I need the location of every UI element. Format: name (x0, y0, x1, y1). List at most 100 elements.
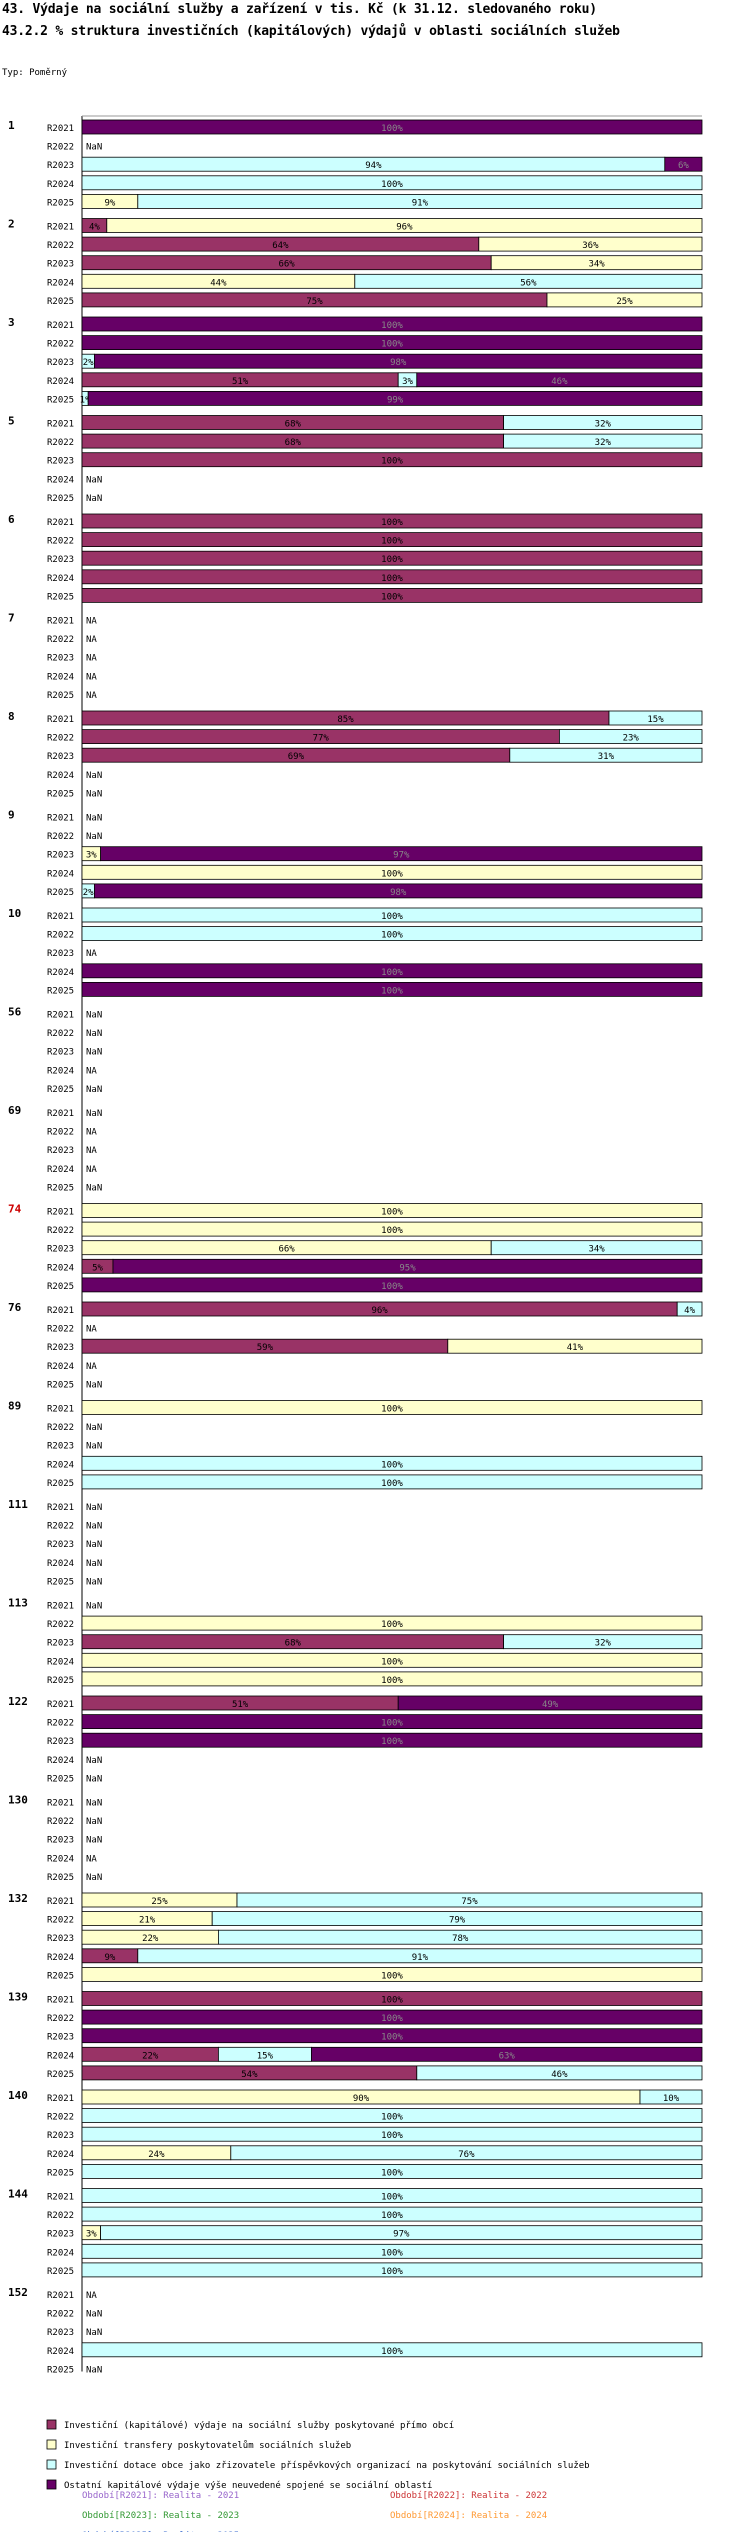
missing-value-label: NaN (86, 814, 102, 824)
period-label: R2022 (47, 1128, 74, 1138)
period-label: R2024 (47, 574, 74, 584)
bar-segment (81, 588, 703, 603)
period-label: R2022 (47, 1522, 74, 1532)
bar-segment (81, 532, 703, 547)
period-label: R2025 (47, 1479, 74, 1489)
period-label: R2023 (47, 1048, 74, 1058)
bar-segment (81, 864, 703, 880)
data-label: 100% (381, 2347, 403, 2357)
data-label: 96% (371, 1306, 388, 1316)
bar-segment (503, 415, 703, 430)
period-label: R2024 (47, 869, 74, 879)
bar-segment (81, 1221, 703, 1237)
data-label: 100% (381, 1405, 403, 1415)
bar-segment (81, 2028, 703, 2044)
period-legend-item: Období[R2023]: Realita - 2023 (82, 2511, 239, 2521)
period-label: R2024 (47, 1362, 74, 1372)
missing-value-label: NaN (86, 1836, 102, 1846)
period-label: R2023 (47, 654, 74, 664)
bar-segment (503, 433, 703, 449)
period-label: R2024 (47, 1263, 74, 1273)
data-label: 75% (306, 297, 323, 307)
legend-swatch (46, 2459, 57, 2470)
period-label: R2025 (47, 2365, 74, 2375)
period-label: R2023 (47, 2230, 74, 2240)
bar-segment (447, 1338, 703, 1354)
period-label: R2022 (47, 832, 74, 842)
data-label: 85% (337, 715, 354, 725)
period-label: R2023 (47, 1836, 74, 1846)
data-label: 31% (598, 752, 615, 762)
period-label: R2022 (47, 1916, 74, 1926)
bar-segment (639, 2089, 703, 2105)
bar-segment (217, 1929, 703, 1945)
legend-swatch (46, 2419, 57, 2430)
period-label: R2023 (47, 1146, 74, 1156)
group-label-3: 3 (8, 316, 15, 329)
period-label: R2021 (47, 1503, 74, 1513)
period-legend-item: Období[R2021]: Realita - 2021 (82, 2491, 239, 2501)
missing-value-label: NaN (86, 1577, 102, 1587)
period-label: R2022 (47, 2014, 74, 2024)
data-label: 9% (104, 1953, 115, 1963)
data-label: 64% (272, 241, 289, 251)
data-label: 24% (148, 2150, 165, 2160)
period-label: R2021 (47, 1602, 74, 1612)
missing-value-label: NaN (86, 1380, 102, 1390)
group-label-113: 113 (8, 1597, 28, 1610)
period-label: R2023 (47, 555, 74, 565)
period-label: R2023 (47, 1245, 74, 1255)
period-label: R2021 (47, 1897, 74, 1907)
bar-segment (81, 2243, 703, 2259)
data-label: 51% (232, 377, 249, 387)
bar-segment (137, 1948, 703, 1964)
missing-value-label: NaN (86, 1085, 102, 1095)
bar-segment (230, 2145, 703, 2161)
data-label: 100% (381, 2193, 403, 2203)
period-label: R2021 (47, 1109, 74, 1119)
missing-value-label: NA (86, 1362, 97, 1372)
bar-segment (81, 1967, 703, 1982)
bar-segment (354, 273, 703, 289)
period-label: R2022 (47, 1325, 74, 1335)
missing-value-label: NA (86, 617, 97, 627)
period-label: R2024 (47, 771, 74, 781)
data-label: 100% (381, 968, 403, 978)
bar-segment (81, 1277, 703, 1293)
data-label: 100% (381, 124, 403, 134)
data-label: 94% (365, 161, 382, 171)
data-label: 100% (381, 537, 403, 547)
data-label: 32% (595, 420, 612, 430)
legend-label: Investiční transfery poskytovatelům soci… (64, 2440, 351, 2451)
period-label: R2022 (47, 1029, 74, 1039)
legend-label: Investiční (kapitálové) výdaje na sociál… (64, 2420, 454, 2431)
period-label: R2022 (47, 734, 74, 744)
group-label-9: 9 (8, 809, 15, 822)
bar-segment (81, 175, 703, 191)
period-label: R2024 (47, 1657, 74, 1667)
data-label: 4% (89, 223, 100, 233)
bar-segment (87, 390, 703, 406)
period-label: R2025 (47, 1971, 74, 1981)
data-label: 100% (381, 1676, 403, 1686)
period-label: R2022 (47, 2113, 74, 2123)
data-label: 23% (623, 734, 640, 744)
data-label: 51% (232, 1700, 249, 1710)
period-label: R2025 (47, 1873, 74, 1883)
chart-subtitle: 43.2.2 % struktura investičních (kapitál… (2, 24, 620, 39)
period-label: R2023 (47, 851, 74, 861)
period-label: R2021 (47, 1405, 74, 1415)
data-label: 54% (241, 2070, 258, 2080)
missing-value-label: NaN (86, 1559, 102, 1569)
bar-segment (397, 1695, 703, 1711)
period-label: R2023 (47, 260, 74, 270)
period-label: R2021 (47, 715, 74, 725)
bar-segment (81, 1732, 703, 1748)
period-label: R2021 (47, 2094, 74, 2104)
group-label-122: 122 (8, 1695, 28, 1708)
bar-segment (236, 1892, 703, 1908)
data-label: 69% (288, 752, 305, 762)
data-label: 6% (678, 161, 689, 171)
data-label: 56% (520, 278, 537, 288)
